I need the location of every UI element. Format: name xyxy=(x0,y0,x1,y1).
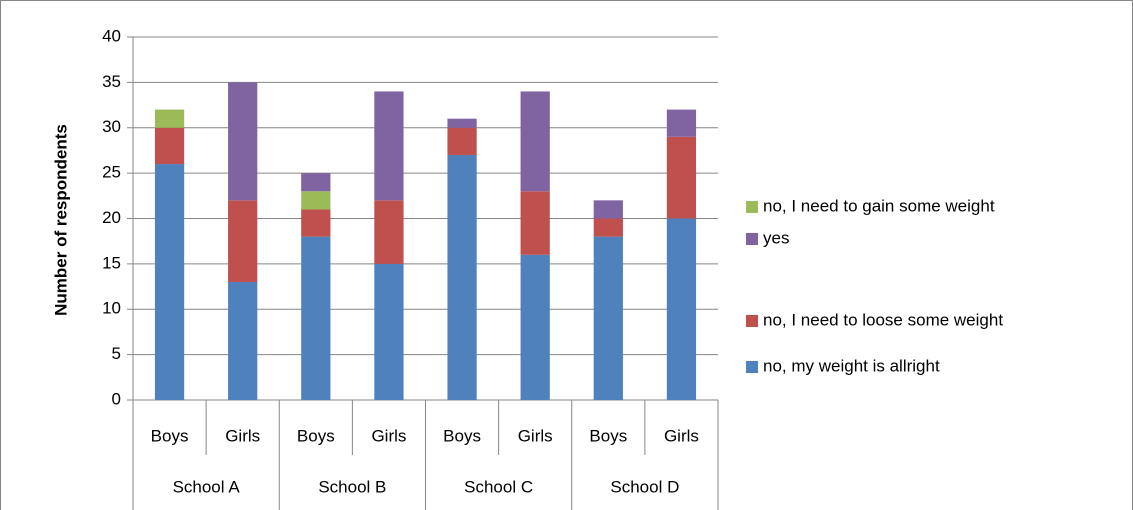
x-tick-label: Boys xyxy=(151,426,189,445)
bar-segment xyxy=(520,191,550,255)
legend-swatch xyxy=(746,233,758,245)
bar-segment xyxy=(154,127,185,165)
y-tick-label: 25 xyxy=(102,163,121,182)
y-tick-label: 5 xyxy=(112,344,121,363)
y-tick-label: 0 xyxy=(112,389,121,408)
x-tick-label: Boys xyxy=(443,426,481,445)
legend-label: no, I need to loose some weight xyxy=(763,310,1003,329)
bar-segment xyxy=(301,209,331,237)
bar-segment xyxy=(447,127,477,155)
y-tick-label: 30 xyxy=(102,117,121,136)
bar-segment xyxy=(666,109,697,137)
y-tick-label: 20 xyxy=(102,208,121,227)
bar-segment xyxy=(301,236,331,400)
x-tick-label: Boys xyxy=(297,426,335,445)
bar-segment xyxy=(228,82,258,201)
bar-segment xyxy=(374,200,404,264)
legend-swatch xyxy=(746,315,758,327)
bar-segment xyxy=(301,191,331,210)
bar-segment xyxy=(593,218,623,237)
bar-segment xyxy=(154,164,185,400)
y-tick-label: 15 xyxy=(102,253,121,272)
bar-segment xyxy=(228,282,258,400)
bar-segment xyxy=(154,109,185,128)
bar-segment xyxy=(447,118,477,128)
bar-segment xyxy=(301,173,331,192)
group-label: School D xyxy=(610,477,679,496)
x-tick-label: Girls xyxy=(225,426,260,445)
y-axis-label: Number of respondents xyxy=(51,124,70,316)
bar-segment xyxy=(447,154,477,400)
y-tick-label: 35 xyxy=(102,72,121,91)
bar-segment xyxy=(520,91,550,192)
x-tick-label: Boys xyxy=(589,426,627,445)
legend-label: yes xyxy=(763,228,789,247)
legend-swatch xyxy=(746,361,758,373)
bar-segment xyxy=(593,236,623,400)
group-label: School A xyxy=(173,477,241,496)
legend-swatch xyxy=(746,201,758,213)
x-tick-label: Girls xyxy=(664,426,699,445)
bar-segment xyxy=(374,91,404,201)
bar-segment xyxy=(593,200,623,219)
bar-segment xyxy=(666,218,697,400)
y-tick-label: 10 xyxy=(102,299,121,318)
group-label: School C xyxy=(464,477,533,496)
x-tick-label: Girls xyxy=(371,426,406,445)
y-tick-label: 40 xyxy=(102,26,121,45)
legend-label: no, my weight is allright xyxy=(763,356,940,375)
bar-segment xyxy=(520,254,550,400)
x-tick-label: Girls xyxy=(518,426,553,445)
bar-segment xyxy=(228,200,258,283)
bar-segment xyxy=(374,263,404,400)
legend-label: no, I need to gain some weight xyxy=(763,196,995,215)
bar-segment xyxy=(666,136,697,219)
group-label: School B xyxy=(318,477,386,496)
